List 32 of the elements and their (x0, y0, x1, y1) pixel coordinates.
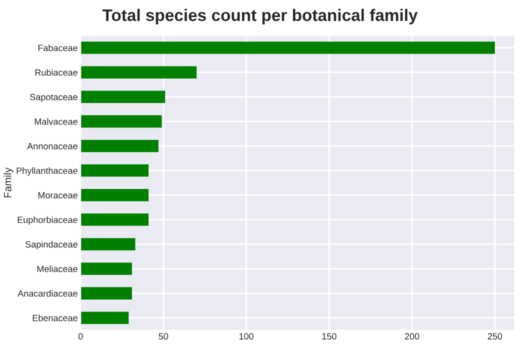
x-tick-label: 200 (404, 333, 420, 340)
bar (80, 140, 158, 152)
y-tick-label: Sapindaceae (26, 240, 78, 250)
y-tick-label: Meliaceae (37, 265, 78, 272)
bar (80, 164, 149, 177)
bar (80, 238, 136, 250)
y-tick-label: Moraceae (38, 192, 78, 198)
y-tick-label: Annonaceae (27, 143, 78, 150)
bar (80, 214, 149, 226)
bar (80, 188, 149, 202)
y-tick-label: Fabaceae (38, 44, 78, 52)
y-tick-label: Rubiaceae (35, 69, 78, 76)
x-tick-label: 250 (488, 333, 502, 340)
y-tick-label: Phyllanthaceae (16, 167, 78, 176)
y-tick-label: Ebenaceae (32, 314, 78, 322)
bar (80, 66, 197, 78)
y-tick-label: Anacardiaceae (18, 290, 78, 297)
y-tick-label: Sapotaceae (30, 94, 78, 102)
x-tick-label: 0 (78, 333, 83, 340)
chart-title: Total species count per botanical family (102, 8, 418, 24)
y-tick-label: Malvaceae (34, 118, 78, 125)
x-tick-label: 150 (322, 333, 336, 340)
y-tick-label: Euphorbiaceae (18, 216, 78, 225)
bar (80, 115, 162, 128)
bar (80, 262, 132, 275)
x-tick-label: 100 (239, 333, 254, 340)
bar (80, 287, 132, 300)
bar (80, 90, 166, 104)
bar (80, 312, 129, 324)
bar (80, 42, 495, 54)
x-tick-label: 50 (158, 333, 168, 340)
y-axis-title: Family (4, 168, 14, 198)
